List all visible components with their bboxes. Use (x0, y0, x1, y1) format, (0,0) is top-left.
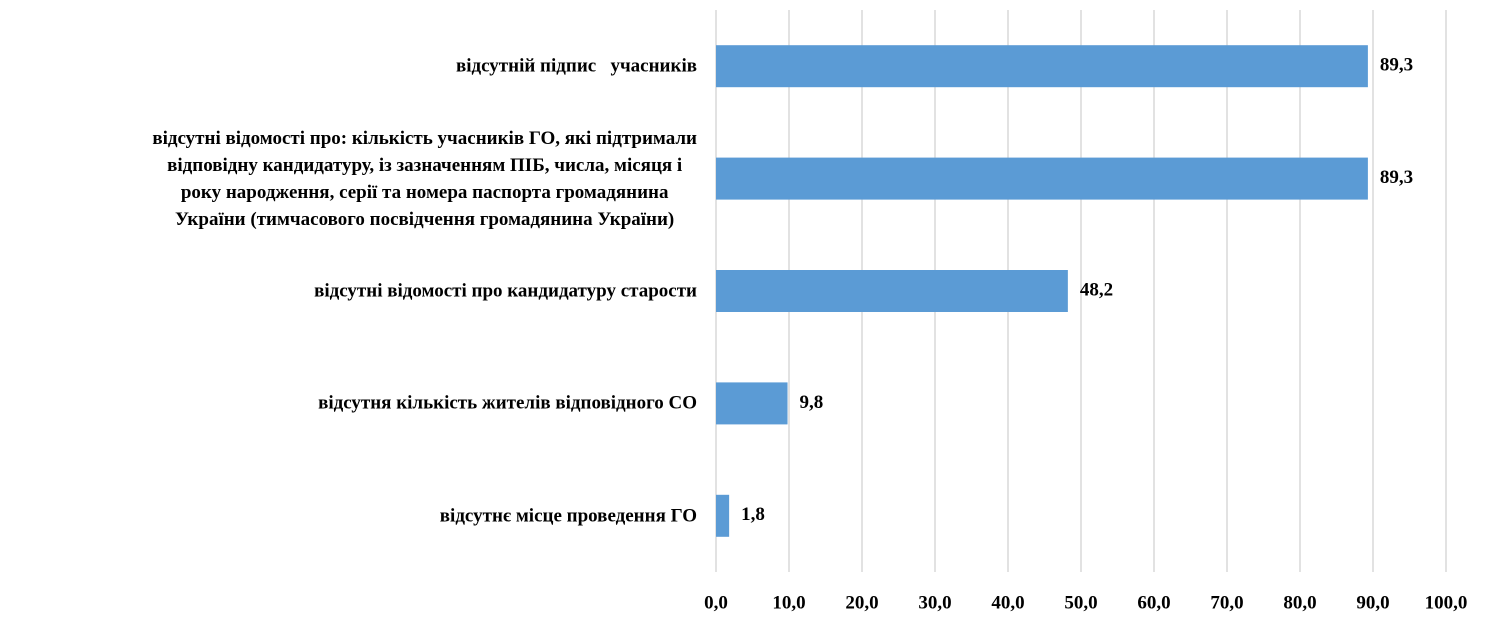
x-tick-label: 20,0 (845, 592, 878, 613)
y-tick-label: відсутній підпис учасників (455, 55, 697, 77)
x-tick-label: 30,0 (918, 592, 951, 613)
x-tick-label: 0,0 (704, 592, 728, 613)
x-tick-label: 40,0 (991, 592, 1024, 613)
x-tick-label: 10,0 (772, 592, 805, 613)
bar (716, 270, 1068, 312)
y-tick-label: відсутні відомості про: кількість учасни… (152, 127, 697, 230)
x-tick-label: 100,0 (1425, 592, 1468, 613)
x-tick-label: 60,0 (1137, 592, 1170, 613)
y-tick-label: відсутнє місце проведення ГО (439, 505, 697, 527)
x-tick-label: 70,0 (1210, 592, 1243, 613)
data-label: 1,8 (741, 504, 765, 525)
bar (716, 494, 730, 537)
y-tick-label: відсутні відомості про кандидатуру старо… (314, 280, 697, 302)
x-tick-label: 90,0 (1356, 592, 1389, 613)
data-label: 48,2 (1080, 279, 1113, 300)
x-tick-label: 80,0 (1283, 592, 1316, 613)
bar (716, 157, 1368, 200)
data-label: 9,8 (800, 392, 824, 413)
bar (716, 45, 1368, 88)
x-tick-label: 50,0 (1064, 592, 1097, 613)
y-tick-label: відсутня кількість жителів відповідного … (318, 392, 697, 414)
data-label: 89,3 (1380, 167, 1413, 188)
data-label: 89,3 (1380, 55, 1413, 76)
bar (716, 382, 788, 425)
